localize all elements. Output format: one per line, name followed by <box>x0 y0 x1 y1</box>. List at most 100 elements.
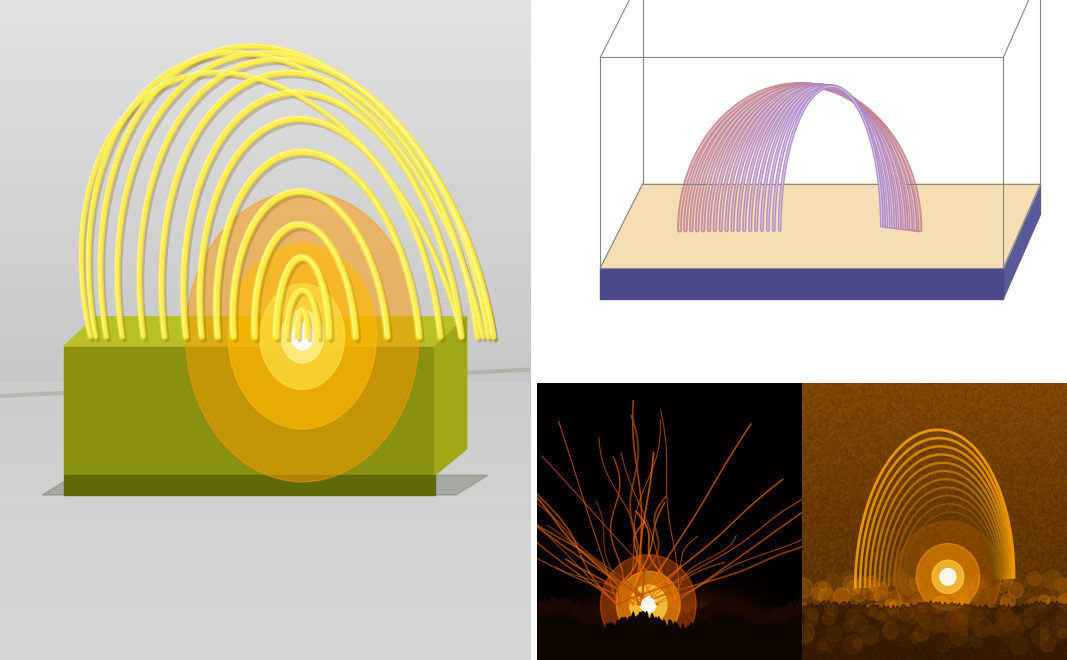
Circle shape <box>895 521 1001 632</box>
Circle shape <box>953 588 968 603</box>
Circle shape <box>830 576 842 587</box>
Circle shape <box>910 632 920 643</box>
Circle shape <box>930 582 947 600</box>
Circle shape <box>845 597 861 613</box>
Circle shape <box>641 598 655 611</box>
Circle shape <box>918 595 935 613</box>
Circle shape <box>965 599 982 617</box>
Circle shape <box>870 603 885 619</box>
Circle shape <box>940 568 956 585</box>
Circle shape <box>958 615 968 625</box>
Circle shape <box>889 601 906 618</box>
Circle shape <box>846 610 859 623</box>
Circle shape <box>985 626 993 636</box>
Circle shape <box>1004 630 1020 647</box>
Circle shape <box>1013 616 1020 624</box>
Circle shape <box>897 603 914 620</box>
Circle shape <box>826 626 842 642</box>
Circle shape <box>1056 608 1067 625</box>
Circle shape <box>899 590 917 608</box>
Circle shape <box>1048 596 1056 606</box>
Circle shape <box>886 602 897 614</box>
Circle shape <box>895 615 911 632</box>
Circle shape <box>1053 598 1067 614</box>
Circle shape <box>1056 596 1067 607</box>
Circle shape <box>880 604 898 623</box>
Circle shape <box>260 284 345 389</box>
Circle shape <box>879 613 890 625</box>
Circle shape <box>853 603 864 615</box>
Circle shape <box>1031 609 1039 618</box>
Circle shape <box>847 581 861 595</box>
Circle shape <box>917 544 980 610</box>
Circle shape <box>840 572 857 590</box>
Circle shape <box>935 595 949 611</box>
Circle shape <box>1047 616 1064 634</box>
Circle shape <box>1058 594 1067 610</box>
Circle shape <box>601 554 696 655</box>
Circle shape <box>950 626 968 645</box>
Circle shape <box>875 591 888 604</box>
Circle shape <box>886 570 904 588</box>
Circle shape <box>1010 636 1028 654</box>
Circle shape <box>903 622 919 638</box>
Circle shape <box>883 623 898 640</box>
Circle shape <box>988 621 1002 636</box>
Circle shape <box>951 614 968 631</box>
Circle shape <box>630 585 667 624</box>
Circle shape <box>973 618 992 637</box>
Circle shape <box>901 579 915 595</box>
Circle shape <box>1008 614 1025 632</box>
Circle shape <box>892 570 910 589</box>
Circle shape <box>908 589 920 601</box>
Circle shape <box>918 610 931 624</box>
Circle shape <box>864 604 877 616</box>
Polygon shape <box>64 317 466 347</box>
Circle shape <box>1008 582 1023 598</box>
Circle shape <box>907 599 922 614</box>
Circle shape <box>874 589 885 601</box>
Circle shape <box>1023 609 1039 626</box>
Circle shape <box>879 595 896 613</box>
Circle shape <box>1042 612 1058 628</box>
Circle shape <box>1000 612 1018 630</box>
Circle shape <box>826 574 840 588</box>
Circle shape <box>959 627 968 636</box>
Circle shape <box>891 583 902 594</box>
Circle shape <box>994 616 1012 635</box>
Circle shape <box>930 620 944 634</box>
Circle shape <box>909 579 921 590</box>
Circle shape <box>186 191 419 482</box>
Circle shape <box>913 578 924 589</box>
Circle shape <box>894 609 910 626</box>
Circle shape <box>1052 627 1063 638</box>
Circle shape <box>1058 629 1067 638</box>
Circle shape <box>881 578 897 594</box>
Circle shape <box>972 575 990 594</box>
Circle shape <box>1017 612 1033 629</box>
Circle shape <box>936 574 945 583</box>
Circle shape <box>943 618 961 637</box>
Polygon shape <box>1003 183 1040 298</box>
Circle shape <box>938 569 954 585</box>
Circle shape <box>864 635 874 644</box>
Circle shape <box>957 576 974 594</box>
Circle shape <box>813 581 831 600</box>
Circle shape <box>945 610 964 628</box>
Circle shape <box>890 591 901 602</box>
Circle shape <box>1042 601 1051 611</box>
Circle shape <box>986 588 1000 603</box>
Circle shape <box>886 626 901 642</box>
Polygon shape <box>435 317 466 475</box>
Circle shape <box>878 582 888 593</box>
Circle shape <box>1001 574 1013 587</box>
Circle shape <box>929 600 943 614</box>
Circle shape <box>797 624 814 642</box>
Circle shape <box>861 626 879 645</box>
Circle shape <box>799 603 811 615</box>
Circle shape <box>1009 572 1028 591</box>
Circle shape <box>953 599 971 617</box>
Circle shape <box>281 310 323 363</box>
Circle shape <box>812 588 824 601</box>
Circle shape <box>949 620 958 630</box>
